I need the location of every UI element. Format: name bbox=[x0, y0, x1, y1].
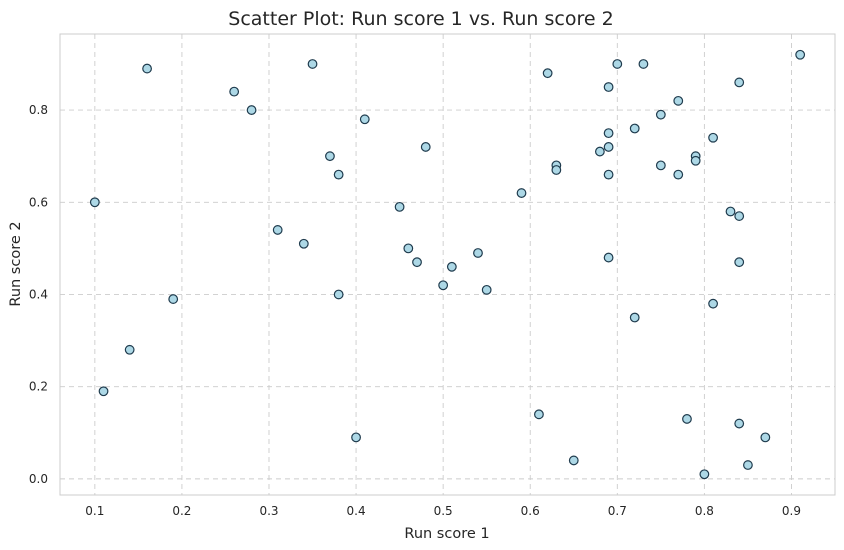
data-point bbox=[655, 109, 666, 120]
data-point bbox=[142, 63, 152, 74]
x-tick-label: 0.9 bbox=[782, 504, 801, 518]
data-point bbox=[229, 86, 240, 97]
x-tick-label: 0.5 bbox=[434, 504, 453, 518]
data-point bbox=[272, 225, 283, 235]
data-point bbox=[734, 418, 745, 429]
data-point bbox=[603, 169, 614, 180]
data-point bbox=[246, 105, 257, 115]
x-tick-label: 0.7 bbox=[608, 504, 627, 518]
data-point bbox=[725, 206, 736, 217]
x-tick-label: 0.8 bbox=[695, 504, 714, 518]
grid-lines bbox=[60, 34, 835, 495]
data-point bbox=[542, 68, 553, 79]
data-point bbox=[298, 238, 309, 249]
data-point bbox=[734, 257, 745, 268]
data-point bbox=[708, 298, 718, 309]
data-point bbox=[351, 432, 361, 443]
data-point bbox=[795, 49, 806, 60]
data-points bbox=[89, 49, 806, 480]
data-point bbox=[325, 151, 335, 162]
data-point bbox=[603, 252, 614, 263]
y-tick-label: 0.8 bbox=[29, 103, 48, 117]
data-point bbox=[673, 95, 684, 106]
data-point bbox=[673, 169, 684, 180]
y-tick-label: 0.4 bbox=[29, 287, 48, 301]
x-tick-label: 0.2 bbox=[172, 504, 191, 518]
y-axis-label: Run score 2 bbox=[8, 221, 24, 306]
x-axis-label: Run score 1 bbox=[404, 526, 489, 542]
data-point bbox=[682, 414, 692, 424]
data-point bbox=[394, 201, 405, 212]
data-point bbox=[594, 146, 605, 157]
data-point bbox=[168, 294, 179, 304]
data-point bbox=[551, 165, 562, 175]
data-point bbox=[603, 142, 614, 152]
data-point bbox=[690, 155, 701, 166]
data-point bbox=[89, 197, 100, 208]
data-point bbox=[333, 289, 344, 300]
data-point bbox=[438, 280, 449, 291]
x-axis-ticks: 0.1 0.2 0.3 0.4 0.5 0.6 0.7 0.8 0.9 bbox=[85, 504, 801, 518]
y-tick-label: 0.2 bbox=[29, 380, 48, 394]
data-point bbox=[403, 243, 414, 254]
data-point bbox=[446, 261, 457, 272]
chart-title: Scatter Plot: Run score 1 vs. Run score … bbox=[228, 8, 613, 30]
plot-frame bbox=[59, 33, 836, 496]
data-point bbox=[629, 123, 640, 134]
data-point bbox=[481, 284, 492, 295]
data-point bbox=[420, 142, 431, 152]
x-tick-label: 0.1 bbox=[85, 504, 104, 518]
data-point bbox=[734, 211, 745, 221]
data-point bbox=[603, 82, 614, 92]
data-point bbox=[534, 409, 544, 420]
data-point bbox=[124, 344, 135, 355]
data-point bbox=[568, 455, 579, 466]
data-point bbox=[307, 59, 318, 69]
data-point bbox=[655, 160, 666, 171]
data-point bbox=[612, 59, 623, 69]
x-tick-label: 0.6 bbox=[521, 504, 540, 518]
data-point bbox=[412, 257, 422, 268]
data-point bbox=[638, 59, 649, 69]
data-point bbox=[603, 128, 614, 139]
data-point bbox=[629, 312, 640, 323]
y-tick-label: 0.0 bbox=[29, 472, 48, 486]
data-point bbox=[333, 169, 344, 180]
data-point bbox=[699, 469, 710, 480]
data-point bbox=[743, 460, 753, 470]
data-point bbox=[760, 432, 771, 443]
data-point bbox=[516, 188, 527, 198]
data-point bbox=[98, 386, 109, 397]
y-tick-label: 0.6 bbox=[29, 195, 48, 209]
data-point bbox=[359, 114, 370, 125]
data-point bbox=[708, 132, 718, 143]
data-point bbox=[734, 77, 745, 88]
data-point bbox=[473, 248, 483, 258]
x-tick-label: 0.3 bbox=[259, 504, 278, 518]
y-axis-ticks: 0.0 0.2 0.4 0.6 0.8 bbox=[29, 103, 48, 486]
x-tick-label: 0.4 bbox=[347, 504, 366, 518]
